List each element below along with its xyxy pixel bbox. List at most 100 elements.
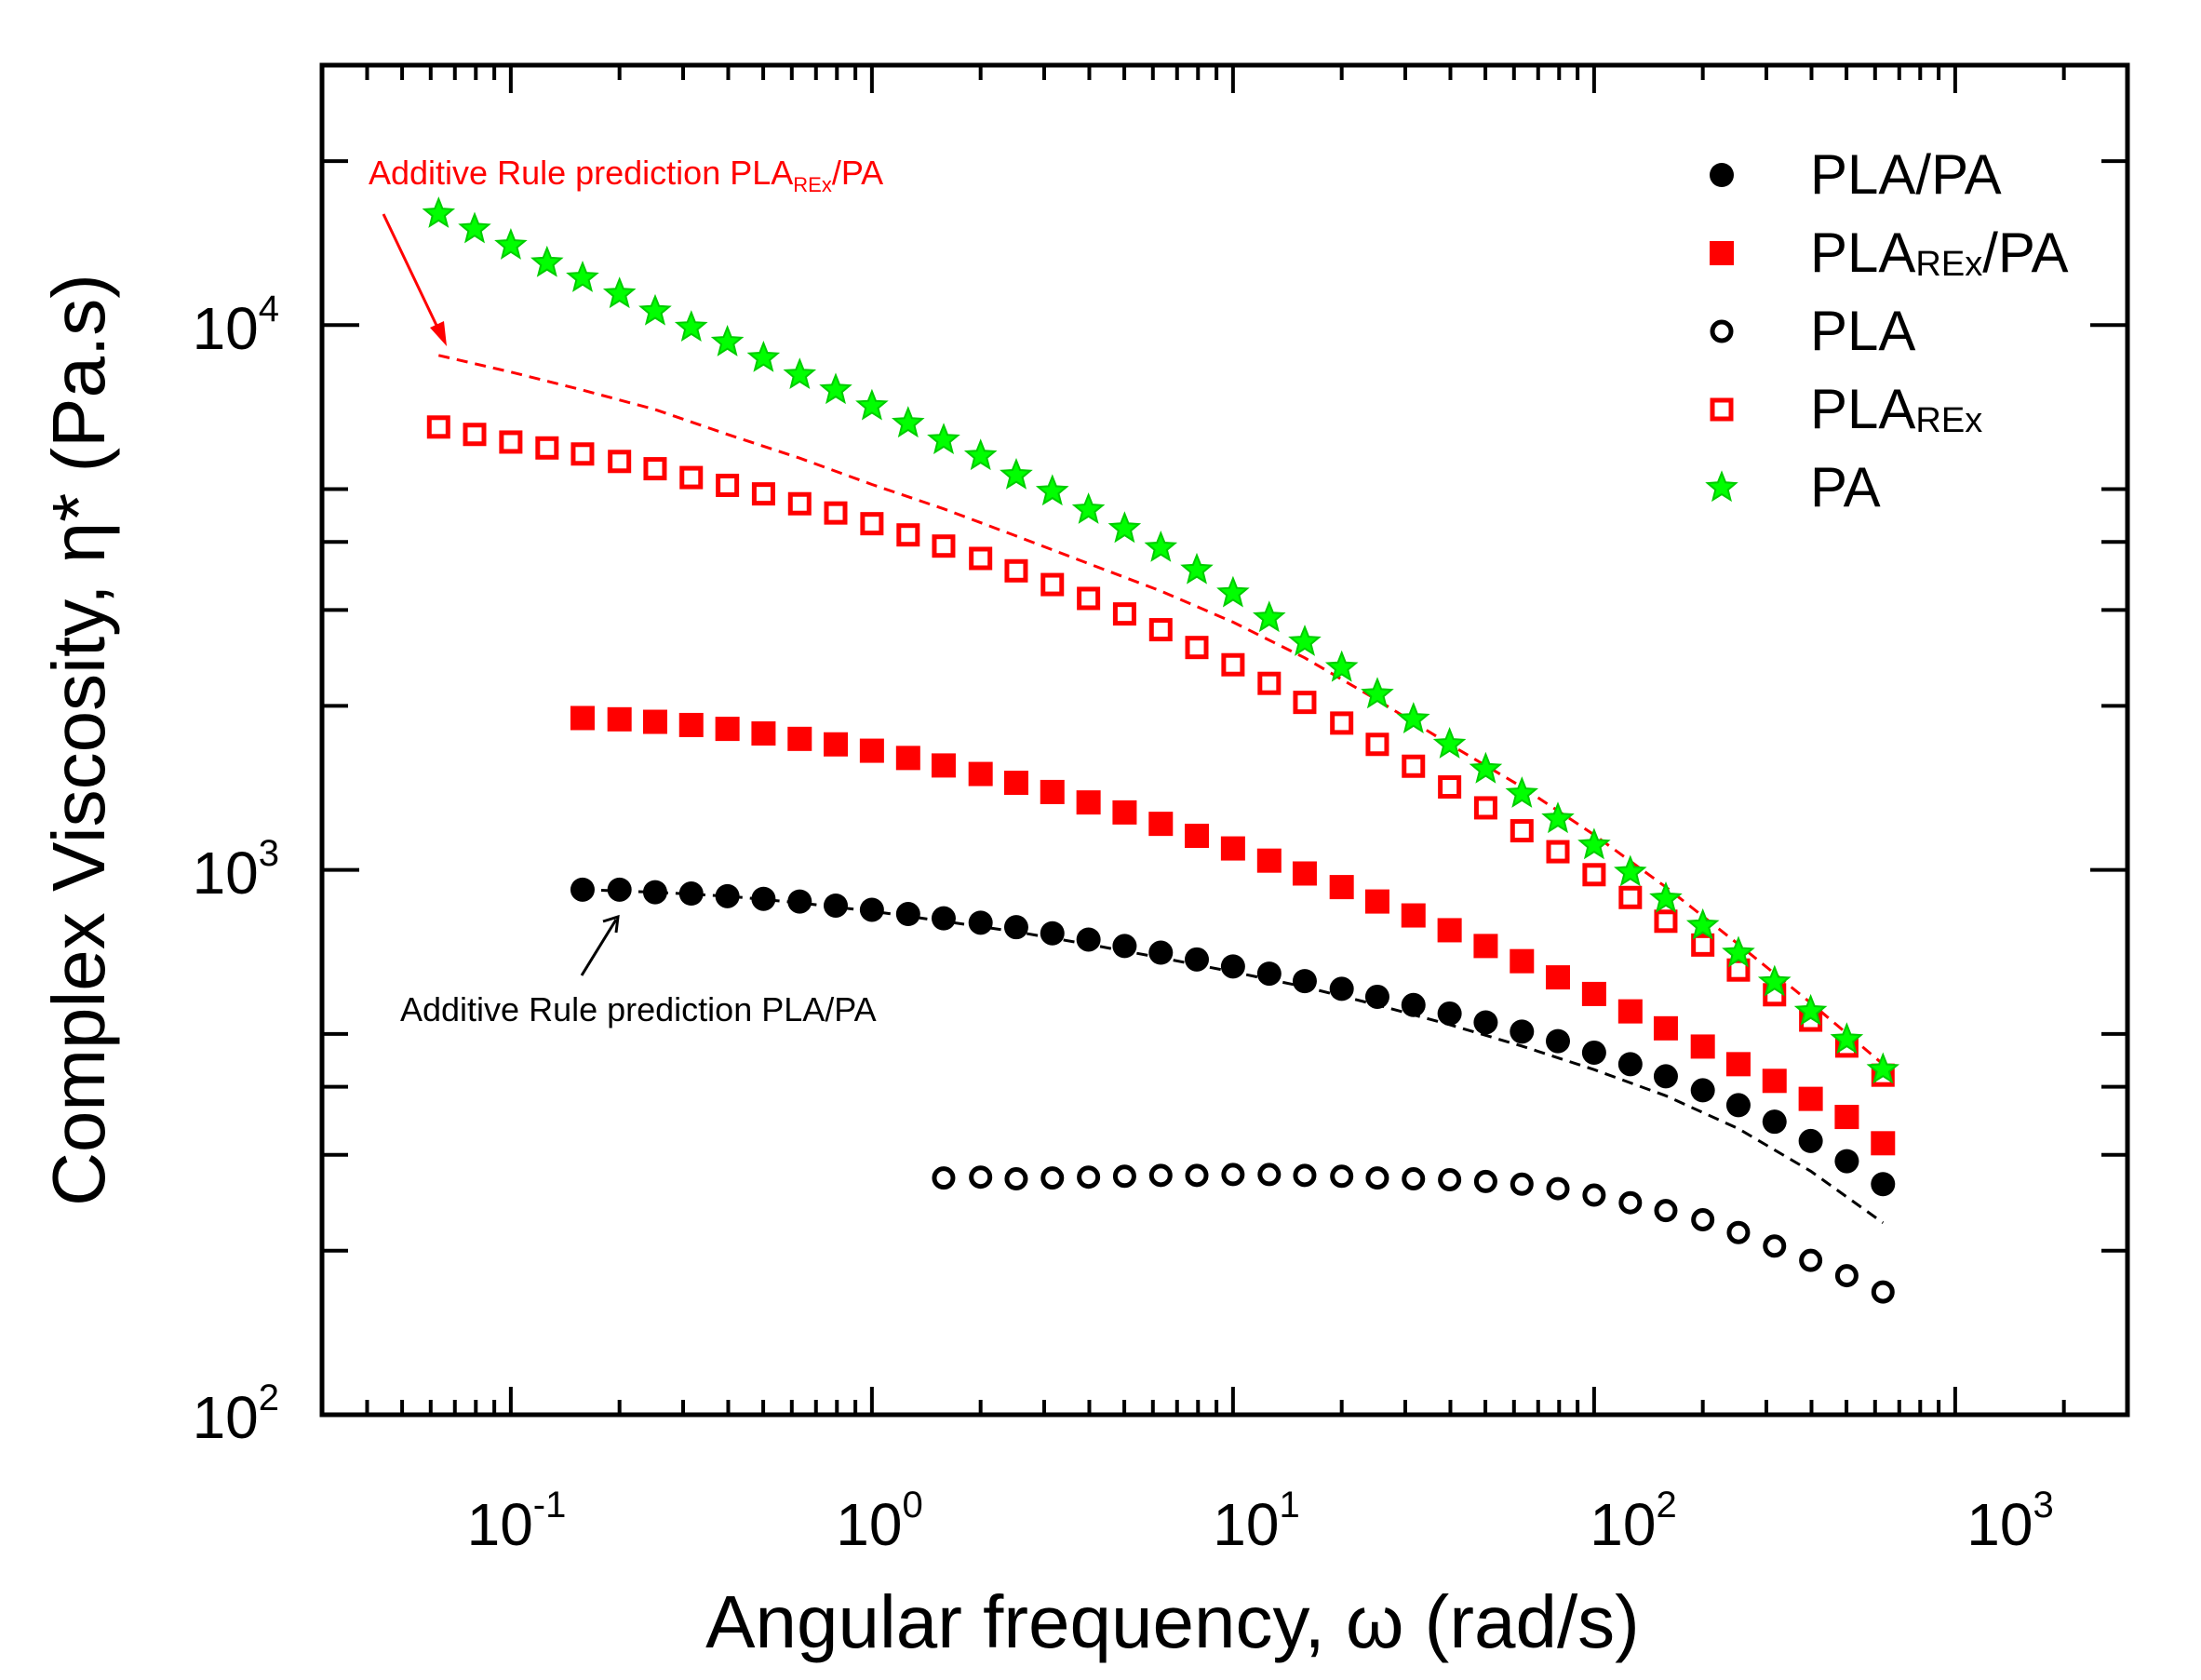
data-point — [1004, 558, 1028, 583]
series-pla — [932, 1163, 1895, 1304]
data-point — [570, 877, 595, 902]
data-point — [1725, 1052, 1751, 1077]
data-point — [638, 293, 672, 326]
data-point — [1364, 889, 1389, 914]
axis-ticks — [320, 63, 2129, 1417]
data-point — [968, 910, 993, 935]
data-point — [1653, 1015, 1678, 1041]
data-point — [824, 732, 849, 757]
data-point — [422, 196, 456, 228]
data-point — [1654, 909, 1678, 934]
data-point — [1288, 625, 1322, 656]
data-point — [751, 721, 776, 746]
data-point — [1253, 600, 1286, 633]
data-point — [1148, 1163, 1173, 1188]
data-point — [855, 388, 889, 421]
data-point — [1653, 1064, 1678, 1089]
data-point — [1762, 1109, 1787, 1135]
data-point — [1798, 1128, 1823, 1153]
data-point — [608, 450, 632, 474]
data-point — [1257, 1163, 1282, 1187]
data-point — [1112, 1164, 1136, 1189]
data-point — [969, 546, 993, 571]
data-point — [1546, 1028, 1571, 1054]
data-point — [678, 881, 704, 907]
legend-label: PLAREx/PA — [1810, 222, 2068, 284]
data-point — [824, 501, 848, 525]
data-point — [1256, 848, 1282, 873]
legend-marker — [1710, 319, 1734, 343]
data-point — [1614, 854, 1647, 887]
data-point — [535, 436, 559, 460]
data-point — [824, 893, 849, 918]
data-point — [1035, 474, 1069, 506]
legend-label: PLAREx — [1810, 378, 1982, 440]
data-point — [1546, 965, 1571, 990]
series-pla-pa — [570, 877, 1896, 1197]
data-point — [1076, 790, 1101, 815]
data-point — [1834, 1105, 1859, 1130]
annotation-plarex-pa: Additive Rule prediction PLAREx/PA — [369, 154, 883, 196]
data-point — [1221, 652, 1245, 677]
data-point — [1505, 776, 1539, 808]
data-point — [1148, 812, 1174, 837]
data-point — [932, 1166, 956, 1190]
data-point — [1401, 903, 1426, 928]
data-point — [1040, 572, 1065, 597]
annotation-arrow-red — [382, 213, 443, 336]
data-point — [927, 423, 960, 454]
plot-frame — [319, 62, 2130, 1418]
data-point — [1185, 636, 1209, 660]
legend-markers — [1705, 163, 1738, 503]
data-point — [1762, 1068, 1787, 1094]
data-point — [932, 534, 956, 558]
data-point — [1185, 947, 1210, 972]
data-point — [1541, 801, 1575, 834]
data-point — [1003, 771, 1028, 796]
data-point — [1757, 964, 1792, 997]
data-point — [1473, 1169, 1497, 1193]
data-point — [1077, 586, 1101, 611]
data-point — [859, 738, 884, 763]
data-point — [1432, 726, 1467, 759]
data-point — [1292, 861, 1317, 886]
data-point — [715, 717, 740, 742]
x-tick-label: 103 — [1966, 1485, 2053, 1558]
data-point — [1725, 1093, 1751, 1118]
data-point — [1866, 1052, 1900, 1084]
data-point — [1654, 1199, 1678, 1223]
x-tick-label: 101 — [1213, 1485, 1299, 1558]
data-point — [1510, 1172, 1534, 1196]
data-point — [1437, 918, 1462, 943]
y-tick-label: 104 — [193, 289, 279, 362]
data-point — [1691, 933, 1715, 957]
data-point — [426, 415, 450, 439]
data-point — [1180, 552, 1214, 585]
data-point — [1112, 800, 1137, 825]
data-point — [566, 261, 599, 292]
data-point — [1293, 691, 1317, 715]
data-point — [1546, 840, 1570, 864]
data-point — [1185, 1163, 1209, 1188]
data-point — [1112, 602, 1136, 626]
data-point — [1220, 954, 1245, 979]
data-point — [1003, 915, 1028, 940]
data-point — [963, 438, 998, 471]
data-point — [787, 889, 812, 914]
data-point — [1144, 530, 1178, 562]
data-point — [1112, 934, 1137, 959]
data-point — [1040, 779, 1065, 804]
data-point — [1329, 875, 1354, 900]
data-point — [1690, 1034, 1715, 1059]
data-point — [1722, 935, 1755, 968]
x-tick-label: 100 — [836, 1485, 922, 1558]
series-plarex — [426, 415, 1895, 1087]
data-point — [860, 512, 884, 536]
data-point — [1834, 1149, 1859, 1174]
data-point — [1617, 1052, 1643, 1077]
data-point — [716, 473, 740, 497]
data-point — [1365, 1166, 1389, 1190]
data-point — [1690, 1078, 1715, 1103]
data-point — [1330, 711, 1354, 735]
data-point — [751, 482, 775, 506]
